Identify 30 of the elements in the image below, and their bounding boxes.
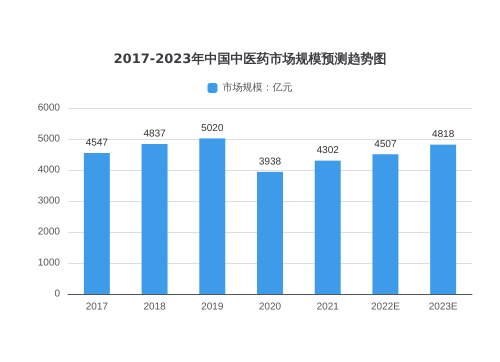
y-tick-label: 5000 (38, 134, 60, 144)
bar (314, 160, 341, 294)
y-tick-label: 6000 (38, 102, 60, 114)
x-tick-label: 2021 (316, 302, 340, 312)
y-tick-label: 0 (54, 288, 60, 300)
x-tick-label: 2023E (428, 302, 458, 312)
chart-title: 2017-2023年中国中医药市场规模预测趋势图 (114, 51, 386, 67)
legend-label: 市场规模：亿元 (222, 82, 292, 94)
x-tick-label: 2018 (143, 302, 166, 312)
x-tick-label: 2020 (258, 302, 282, 312)
bar (372, 154, 398, 294)
bar (84, 153, 110, 294)
y-tick-label: 4000 (38, 164, 60, 176)
x-tick-label: 2019 (201, 302, 224, 312)
bar (199, 138, 226, 294)
data-label: 4818 (432, 129, 455, 140)
data-label: 4302 (316, 145, 340, 156)
x-tick-label: 2022E (370, 302, 400, 312)
bar (142, 144, 168, 294)
data-label: 4837 (143, 128, 166, 140)
data-label: 4507 (374, 138, 397, 150)
data-label: 5020 (201, 122, 224, 134)
x-tick-label: 2017 (86, 302, 108, 312)
data-label: 3938 (258, 156, 282, 168)
y-tick-label: 2000 (38, 226, 60, 238)
bar (257, 172, 283, 294)
y-tick-label: 1000 (38, 258, 60, 268)
data-label: 4547 (86, 138, 108, 149)
y-tick-label: 3000 (38, 196, 60, 206)
bar (430, 144, 456, 294)
